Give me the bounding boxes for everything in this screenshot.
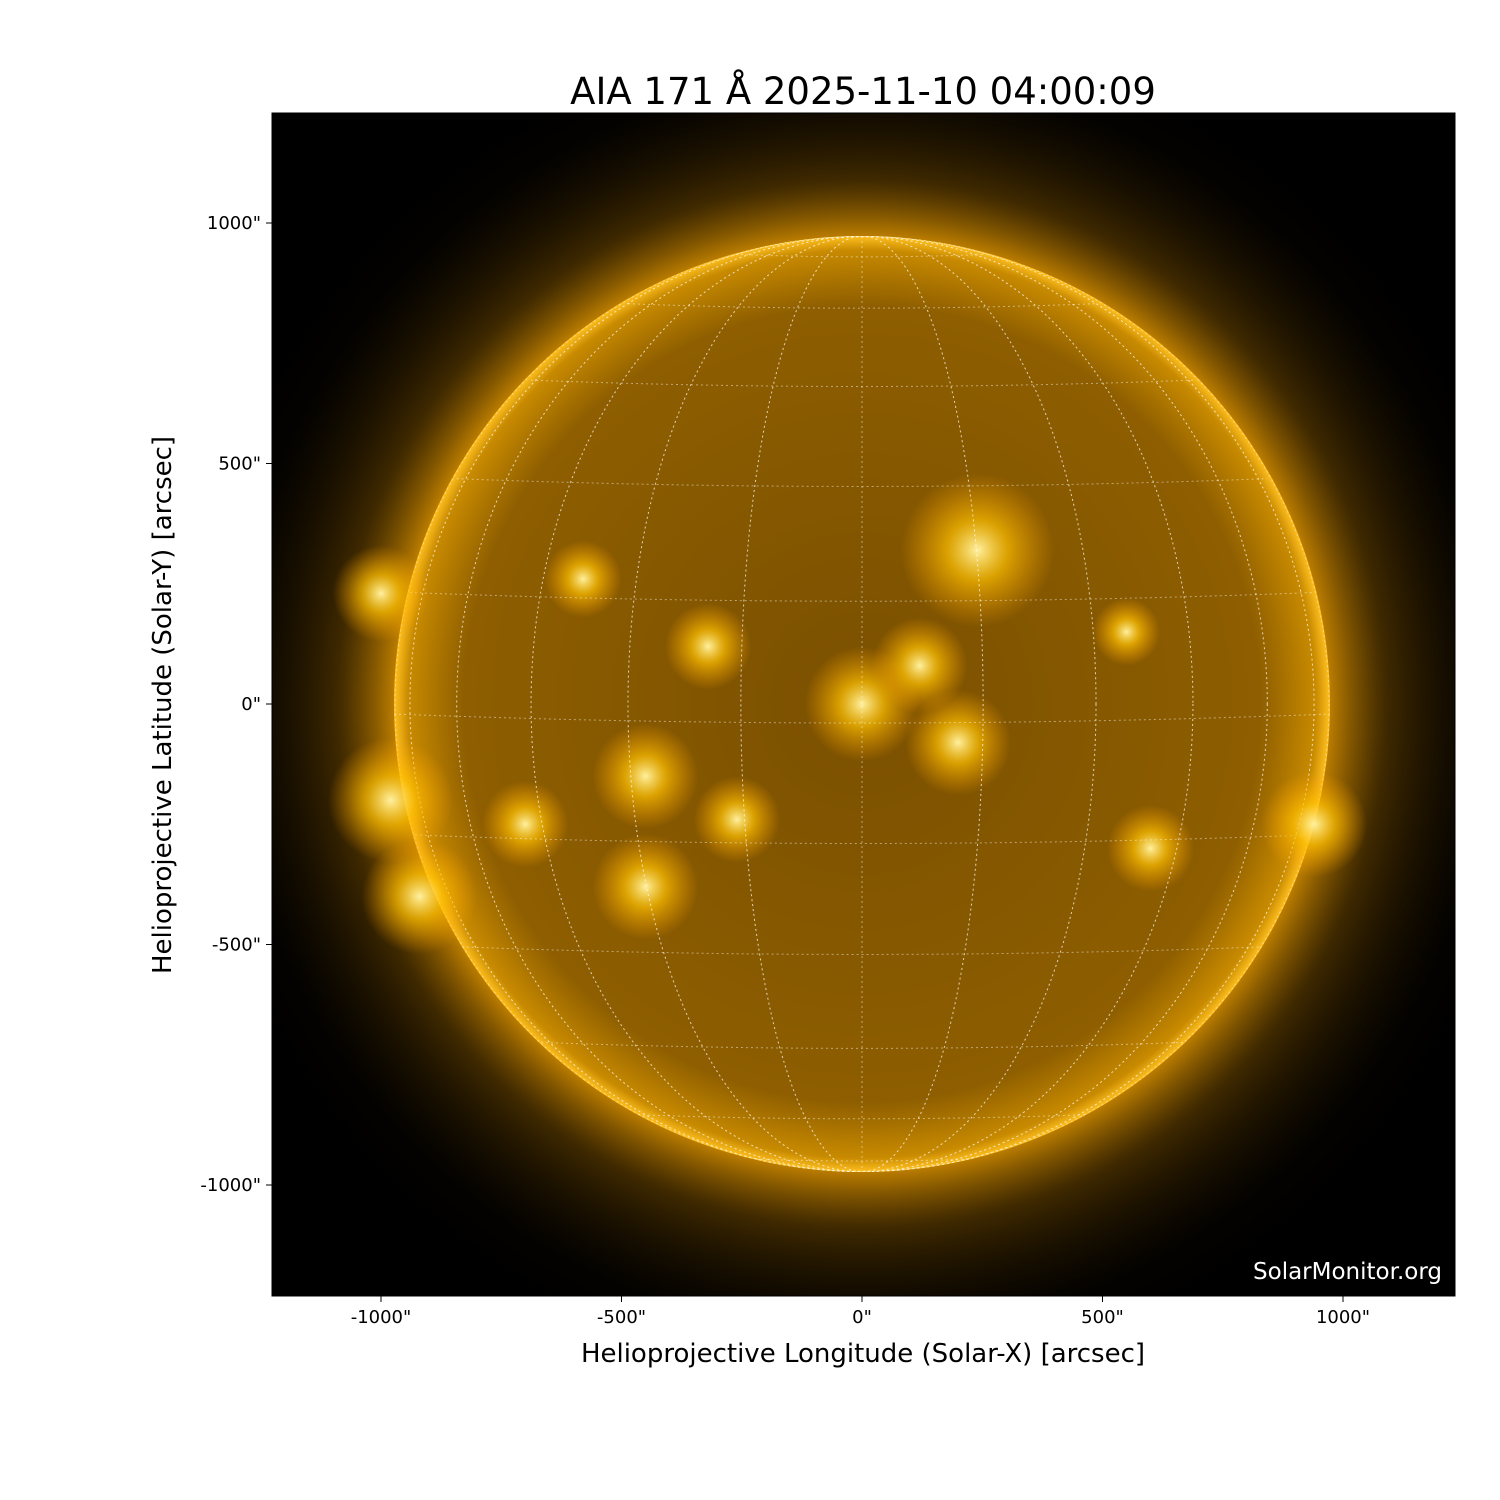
active-region <box>592 833 699 940</box>
grid-parallel <box>456 946 1268 955</box>
x-axis: -1000" -500" 0" 500" 1000" <box>351 1296 1370 1328</box>
grid-meridian <box>627 236 1097 1172</box>
grid-parallel <box>531 379 1193 387</box>
active-region <box>871 617 968 714</box>
grid-parallel <box>456 478 1268 487</box>
active-region <box>1107 805 1194 892</box>
heliographic-grid <box>394 236 1330 1172</box>
active-region <box>900 473 1055 628</box>
x-tick-label: -1000" <box>351 1307 412 1328</box>
watermark: SolarMonitor.org <box>1253 1259 1442 1285</box>
active-region <box>1092 598 1161 666</box>
grid-limb <box>394 236 1330 1172</box>
grid-parallel <box>409 834 1315 844</box>
grid-parallel <box>740 254 984 258</box>
limb-loop <box>332 545 430 642</box>
grid-meridian <box>627 236 1097 1172</box>
active-region <box>482 780 569 868</box>
grid-parallel <box>409 592 1315 602</box>
grid-meridian <box>740 236 984 1172</box>
grid-meridian <box>740 236 984 1172</box>
grid-parallel <box>531 1041 1193 1049</box>
x-tick-label: 500" <box>1081 1307 1124 1328</box>
active-regions <box>482 473 1194 940</box>
y-tick-label: 0" <box>241 694 261 715</box>
y-axis: -1000" -500" 0" 500" 1000" <box>200 213 272 1196</box>
chart-title: AIA 171 Å 2025-11-10 04:00:09 <box>570 69 1156 113</box>
active-region <box>544 540 622 618</box>
grid-parallel <box>394 713 1330 724</box>
limb-loop <box>1261 771 1368 878</box>
y-axis-label: Helioprojective Latitude (Solar-Y) [arcs… <box>148 436 178 974</box>
grid-meridian <box>456 236 1268 1172</box>
grid-meridian <box>409 236 1315 1172</box>
limb-loop <box>361 838 478 955</box>
grid-meridian <box>530 236 1194 1172</box>
grid-meridian <box>530 236 1194 1172</box>
y-tick-label: -1000" <box>200 1175 261 1196</box>
x-tick-label: 0" <box>852 1307 872 1328</box>
y-tick-label: -500" <box>212 935 261 956</box>
y-tick-label: 500" <box>218 454 261 475</box>
grid-parallel <box>740 1158 984 1162</box>
limb-loops <box>328 545 1368 955</box>
solar-image: SolarMonitor.org <box>272 113 1455 1296</box>
active-region <box>664 602 752 690</box>
active-region <box>905 689 1012 796</box>
grid-meridian <box>456 236 1268 1172</box>
limb-loop <box>328 737 454 863</box>
x-tick-label: -500" <box>597 1307 646 1328</box>
x-axis-label: Helioprojective Longitude (Solar-X) [arc… <box>581 1339 1145 1369</box>
x-tick-label: 1000" <box>1316 1307 1370 1328</box>
y-tick-label: 1000" <box>207 213 261 234</box>
active-region <box>592 723 699 830</box>
active-region <box>693 776 781 863</box>
grid-meridian <box>409 236 1315 1172</box>
